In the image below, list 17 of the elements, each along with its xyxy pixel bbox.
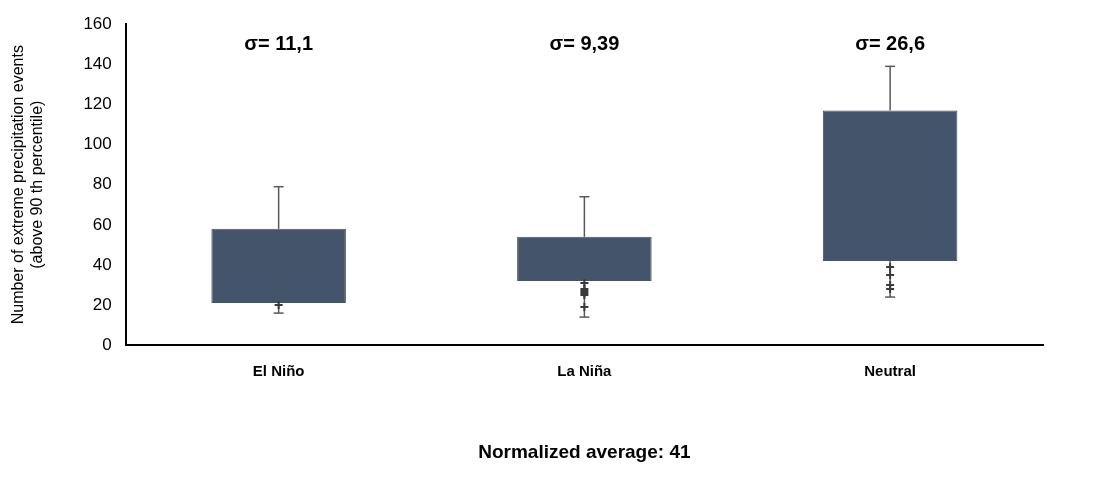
y-tick-label: 0 — [102, 334, 112, 354]
annotation: σ= 26,6 — [855, 31, 926, 54]
x-tick-label: La Niña — [557, 362, 613, 380]
y-tick-label: 160 — [83, 13, 112, 33]
annotation: σ= 9,39 — [549, 31, 620, 54]
y-tick-label: 140 — [83, 54, 112, 74]
y-tick-label: 80 — [92, 174, 112, 194]
x-tick-label: Neutral — [864, 362, 916, 380]
x-axis-title: Normalized average: 41 — [478, 440, 691, 462]
y-tick-label: 60 — [92, 214, 112, 234]
annotation: σ= 11,1 — [244, 31, 314, 54]
y-tick-label: 120 — [83, 94, 112, 114]
x-tick-label: El Niño — [252, 362, 305, 380]
y-tick-label: 20 — [92, 294, 112, 314]
y-tick-label: 100 — [83, 134, 112, 154]
y-tick-label: 40 — [92, 254, 112, 274]
y-axis-title: Number of extreme precipitation events (above 90 th percentile) — [9, 45, 46, 325]
